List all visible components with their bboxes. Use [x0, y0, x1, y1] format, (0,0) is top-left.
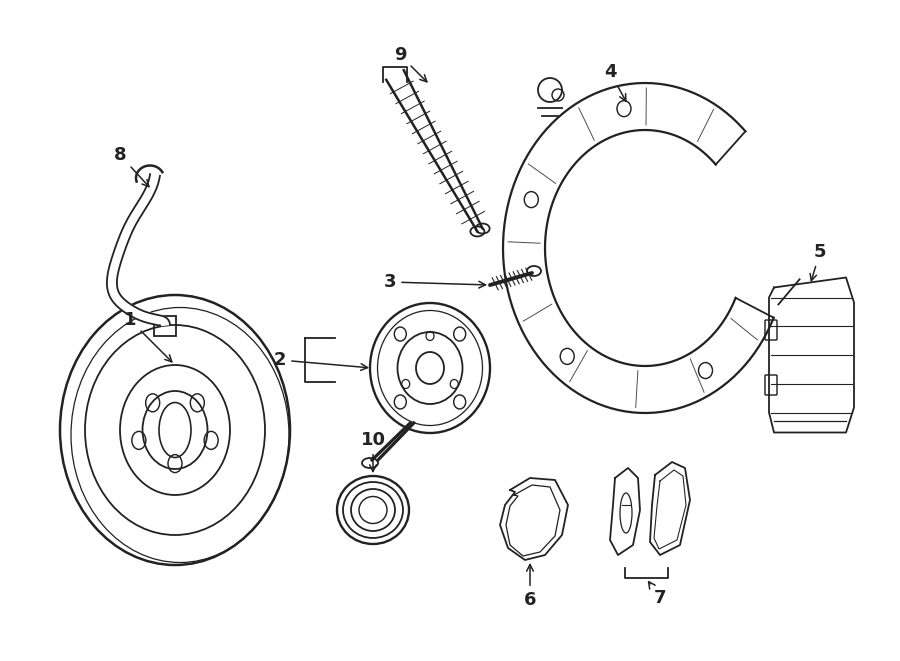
- Text: 2: 2: [274, 351, 367, 370]
- Text: 7: 7: [649, 582, 666, 607]
- Text: 10: 10: [361, 431, 385, 471]
- Text: 1: 1: [124, 311, 172, 362]
- Text: 6: 6: [524, 564, 536, 609]
- Polygon shape: [107, 175, 170, 326]
- Text: 5: 5: [810, 243, 826, 281]
- Text: 3: 3: [383, 273, 485, 291]
- Text: 9: 9: [394, 46, 427, 82]
- Text: 8: 8: [113, 146, 149, 186]
- Text: 4: 4: [604, 63, 626, 101]
